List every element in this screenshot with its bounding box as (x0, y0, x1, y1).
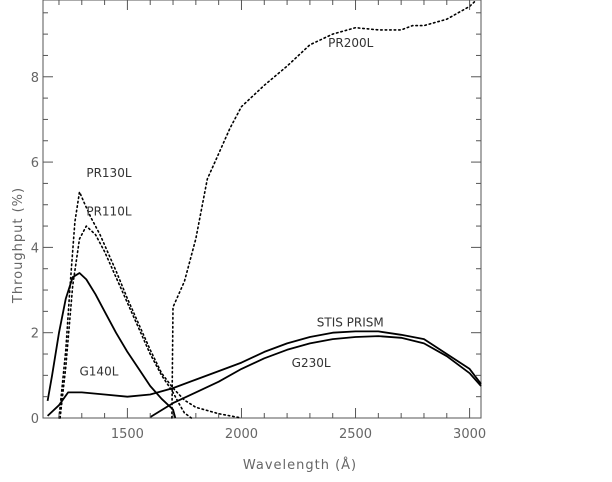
series-line-pr200l (171, 0, 478, 419)
series-label-g230l: G230L (292, 356, 331, 370)
x-tick-label: 1500 (111, 427, 144, 442)
plot-frame (42, 0, 482, 419)
series-line-stis-prism (46, 330, 482, 417)
x-tick-label: 2500 (339, 427, 372, 442)
series-label-pr200l: PR200L (328, 36, 373, 50)
series-label-layer: PR200L PR130L PR110L G140L STIS PRISM G230L (80, 36, 384, 378)
x-tick-label: 2000 (225, 427, 258, 442)
series-label-stis-prism: STIS PRISM (317, 315, 384, 329)
x-axis-ticks: 1500 2000 2500 3000 (58, 0, 486, 442)
y-tick-label: 2 (31, 327, 39, 342)
series-label-g140l: G140L (80, 364, 119, 378)
plot-border (42, 0, 482, 419)
y-axis-title: Throughput (%) (11, 187, 26, 304)
series-line-g230l (149, 335, 482, 418)
y-tick-label: 6 (31, 156, 39, 171)
y-tick-label: 0 (31, 412, 39, 427)
y-axis-ticks: 0 2 4 6 8 (31, 12, 481, 427)
series-label-pr110l: PR110L (86, 204, 131, 218)
series-line-pr130l (58, 191, 243, 419)
x-tick-label: 3000 (453, 427, 486, 442)
y-tick-label: 8 (31, 71, 39, 86)
series-layer (46, 0, 482, 419)
y-tick-label: 4 (31, 241, 39, 256)
x-axis-title: Wavelength (Å) (243, 457, 357, 473)
series-label-pr130l: PR130L (86, 166, 131, 180)
